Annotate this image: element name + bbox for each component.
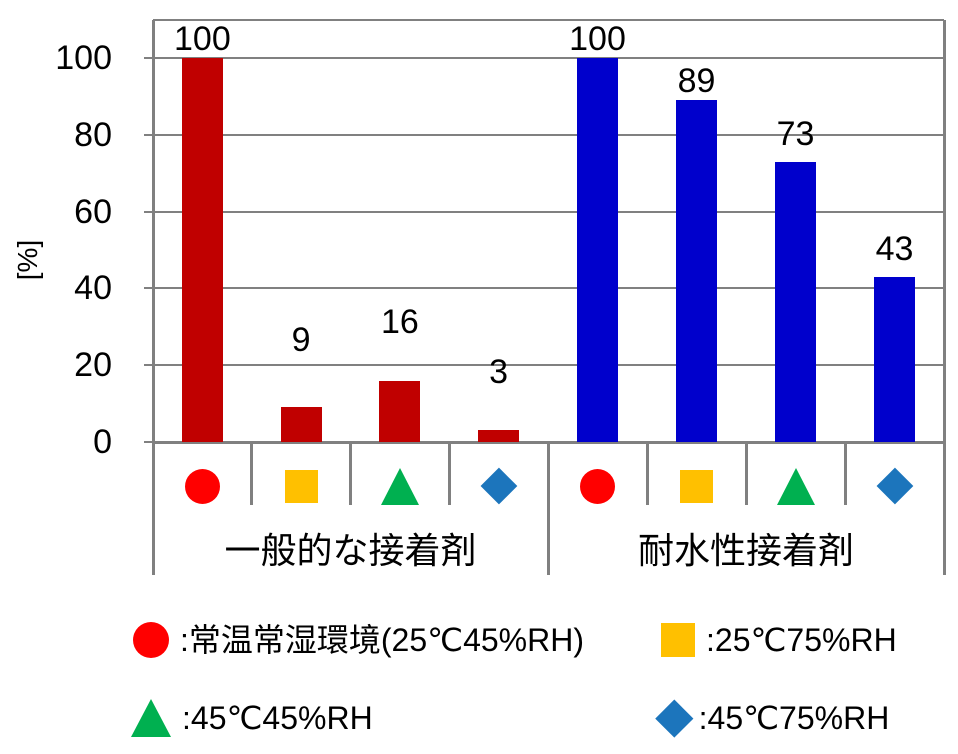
category-tick [349, 442, 352, 505]
triangle-marker-icon [131, 699, 171, 737]
bar [181, 58, 223, 442]
y-axis-tick [144, 57, 153, 59]
legend-item: :常温常湿環境(25℃45%RH) [133, 617, 584, 663]
bar [478, 430, 520, 442]
plot-border-left [151, 20, 155, 575]
y-axis-tick-label: 0 [93, 423, 112, 461]
bar [775, 162, 816, 442]
category-marker [374, 463, 426, 509]
gridline [153, 364, 944, 367]
gridline [153, 287, 944, 290]
square-marker-icon [661, 623, 695, 657]
y-axis-tick [144, 133, 153, 136]
y-axis-tick [144, 210, 153, 213]
diamond-marker-icon [480, 467, 517, 505]
category-marker [869, 463, 921, 509]
category-tick [645, 442, 649, 505]
bar-value-label: 3 [489, 353, 509, 391]
y-axis-tick-label: 80 [74, 115, 112, 154]
bar [379, 381, 421, 442]
y-axis-tick-label: 100 [55, 39, 112, 77]
legend-label: :25℃75%RH [706, 622, 897, 658]
category-marker [572, 463, 624, 509]
bar-value-label: 9 [291, 321, 311, 359]
legend-item: :45℃45%RH [131, 695, 373, 741]
square-marker-icon [284, 469, 318, 503]
y-axis-tick-label: 60 [74, 192, 112, 231]
category-marker [770, 463, 822, 509]
bar-value-label: 16 [380, 303, 419, 341]
gridline [153, 57, 944, 59]
category-marker [176, 463, 228, 509]
bar-value-label: 43 [875, 230, 914, 268]
category-marker [275, 463, 327, 509]
circle-marker-icon [580, 468, 615, 504]
legend-item: :25℃75%RH [661, 617, 897, 663]
y-axis-tick [144, 441, 153, 443]
legend-label: :常温常湿環境(25℃45%RH) [180, 622, 585, 658]
legend-item: :45℃75%RH [655, 695, 890, 741]
group-label: 一般的な接着剤 [224, 530, 477, 571]
bar [874, 277, 915, 442]
bar [577, 58, 618, 442]
triangle-marker-icon [776, 467, 815, 505]
triangle-marker-icon [380, 467, 419, 505]
category-tick [250, 442, 254, 505]
y-axis-tick [144, 364, 153, 367]
diamond-marker-icon [655, 699, 694, 737]
category-tick [447, 442, 451, 505]
gridline [153, 210, 944, 213]
bar [676, 100, 717, 442]
group-divider [546, 442, 550, 575]
square-marker-icon [680, 469, 713, 503]
y-axis-tick [144, 287, 153, 290]
bar-value-label: 89 [677, 62, 716, 100]
bar-value-label: 73 [776, 115, 815, 153]
y-axis-tick-label: 40 [74, 269, 112, 308]
circle-marker-icon [184, 468, 220, 504]
legend-label: :45℃45%RH [182, 700, 373, 736]
bar-value-label: 100 [569, 20, 626, 58]
bar [280, 407, 322, 442]
category-tick [843, 442, 847, 505]
plot-border-right [942, 20, 946, 575]
group-label: 耐水性接着剤 [637, 530, 854, 571]
category-tick [744, 442, 748, 505]
y-axis-tick-label: 20 [74, 346, 112, 385]
bar-value-label: 100 [174, 20, 231, 58]
plot-border-top [153, 19, 944, 21]
category-marker [473, 463, 525, 509]
diamond-marker-icon [876, 467, 913, 505]
circle-marker-icon [133, 622, 169, 658]
gridline [153, 133, 944, 136]
legend-label: :45℃75%RH [698, 700, 890, 736]
category-marker [671, 463, 723, 509]
